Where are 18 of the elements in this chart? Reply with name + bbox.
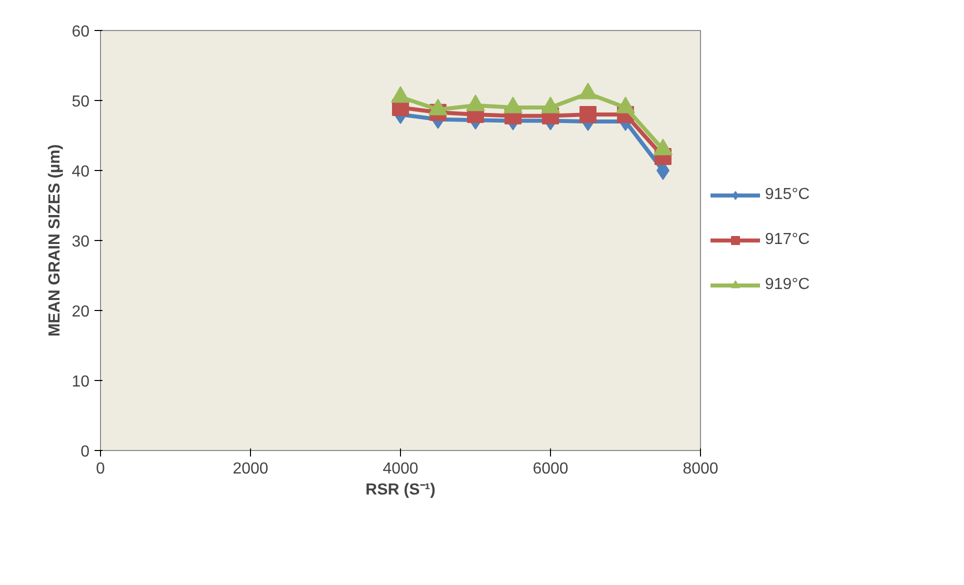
y-tick-label: 0 [80,444,90,460]
y-tick-label: 30 [72,234,90,250]
x-tick-label: 0 [96,460,106,478]
y-tick-label: 20 [72,304,90,320]
x-tick-label: 8000 [682,460,718,478]
y-tick-label: 40 [72,164,90,180]
x-tick-label: 2000 [232,460,268,478]
legend-label: 917°C [765,231,810,249]
y-tick-label: 50 [72,94,90,110]
point [580,106,596,123]
legend-label: 915°C [765,186,810,204]
x-tick-label: 6000 [532,460,568,478]
y-tick-label: 10 [72,374,90,390]
y-axis-title: MEAN GRAIN SIZES (µm) [46,144,64,337]
legend-label: 919°C [765,276,810,294]
y-tick-label: 60 [72,24,90,40]
x-tick-label: 4000 [382,460,418,478]
x-axis-title: RSR (S⁻¹) [366,482,436,498]
